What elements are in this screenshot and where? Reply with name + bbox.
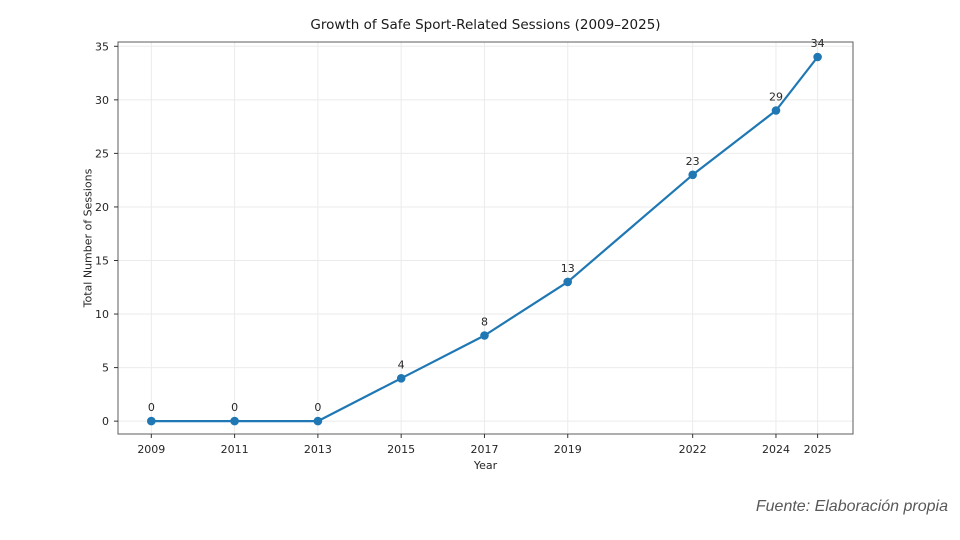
x-tick-label: 2025 bbox=[804, 443, 832, 456]
data-point-label: 34 bbox=[811, 37, 825, 50]
data-point-marker bbox=[813, 52, 822, 62]
x-axis: 2009 2011 2013 2015 2017 2019 2022 2024 2025 bbox=[137, 434, 832, 456]
y-tick-label: 30 bbox=[95, 94, 109, 107]
x-tick-label: 2013 bbox=[304, 443, 332, 456]
x-tick-label: 2019 bbox=[554, 443, 582, 456]
data-point-marker bbox=[771, 106, 781, 115]
grid bbox=[118, 42, 853, 434]
chart-title: Growth of Safe Sport-Related Sessions (2… bbox=[310, 17, 661, 33]
y-tick-label: 15 bbox=[95, 254, 109, 267]
data-point-marker bbox=[230, 416, 239, 426]
data-point-marker bbox=[563, 277, 572, 287]
data-point-marker bbox=[396, 374, 406, 383]
line-series: 0 0 0 4 8 13 23 29 34 bbox=[147, 37, 825, 426]
data-point-label: 0 bbox=[231, 401, 238, 414]
x-axis-title: Year bbox=[473, 459, 498, 472]
data-point-label: 13 bbox=[561, 262, 575, 275]
data-point-marker bbox=[313, 416, 323, 426]
data-point-marker bbox=[480, 331, 489, 340]
plot-border bbox=[117, 41, 854, 435]
data-point-marker bbox=[147, 416, 156, 426]
y-tick-label: 5 bbox=[102, 362, 109, 375]
y-tick-label: 35 bbox=[95, 40, 109, 53]
data-point-label: 0 bbox=[314, 401, 321, 414]
y-tick-label: 25 bbox=[95, 147, 109, 160]
y-tick-label: 0 bbox=[102, 415, 109, 428]
x-tick-label: 2017 bbox=[470, 443, 498, 456]
data-point-label: 0 bbox=[148, 401, 155, 414]
data-point-marker bbox=[688, 170, 697, 180]
x-tick-label: 2024 bbox=[762, 443, 790, 456]
x-tick-label: 2011 bbox=[221, 443, 249, 456]
x-tick-label: 2022 bbox=[679, 443, 707, 456]
y-tick-label: 20 bbox=[95, 201, 109, 214]
y-axis: 0 5 10 15 20 25 30 35 bbox=[95, 40, 118, 428]
data-point-label: 8 bbox=[481, 315, 488, 328]
y-tick-label: 10 bbox=[95, 308, 109, 321]
data-point-label: 29 bbox=[769, 91, 783, 104]
data-point-label: 4 bbox=[398, 358, 405, 371]
data-point-label: 23 bbox=[686, 155, 700, 168]
x-tick-label: 2015 bbox=[387, 443, 415, 456]
source-caption: Fuente: Elaboración propia bbox=[755, 498, 948, 515]
y-axis-title: Total Number of Sessions bbox=[81, 168, 95, 308]
x-tick-label: 2009 bbox=[137, 443, 165, 456]
